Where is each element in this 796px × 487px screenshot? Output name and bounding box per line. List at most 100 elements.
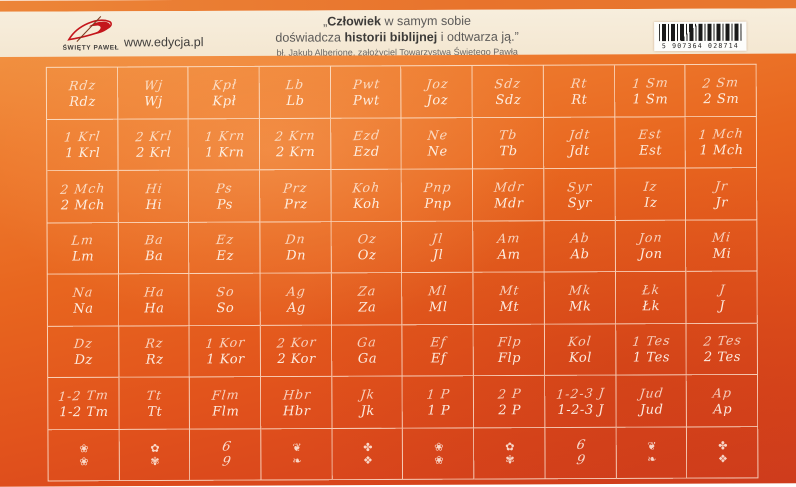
abbr-plain: Tb <box>499 144 518 160</box>
abbr-ornate: Rz <box>144 335 165 352</box>
rosette-bouquet-icon: ✾ <box>505 453 515 467</box>
abbr-plain: Łk <box>642 298 661 314</box>
abbr-ornate: Koh <box>352 179 382 196</box>
book-cell: Kol Kol <box>545 324 616 376</box>
quote-block: „Człowiek w samym sobie doświadcza histo… <box>206 12 588 59</box>
abbr-plain: 1 Krl <box>65 146 101 162</box>
book-cell: Mi Mi <box>686 220 757 272</box>
abbr-plain: Est <box>639 143 663 159</box>
abbr-plain: Rz <box>145 352 164 368</box>
book-cell: Joz Joz <box>402 66 473 118</box>
abbr-plain: Ps <box>216 197 233 213</box>
abbr-plain: Na <box>73 301 94 317</box>
abbr-ornate: 1 Sm <box>631 74 670 91</box>
ornament-cell: ✿ ✾ <box>119 429 190 481</box>
ornament-cell: ✤ ❖ <box>687 427 758 479</box>
abbr-ornate: Jr <box>714 177 730 194</box>
abbr-plain: Rdz <box>69 94 96 110</box>
barcode: 5 907364 028714 <box>654 21 747 52</box>
book-cell: Jl Jl <box>402 221 473 273</box>
publisher-logo: ŚWIĘTY PAWEŁ <box>54 14 128 52</box>
abbr-ornate: Hi <box>144 180 164 196</box>
book-cell: Ne Ne <box>402 118 473 170</box>
swirl-icon: 9 <box>220 454 232 470</box>
abbr-ornate: Jk <box>359 386 376 402</box>
book-cell: Jud Jud <box>616 375 687 427</box>
book-cell: Jk Jk <box>332 377 403 429</box>
abbr-ornate: Dn <box>285 231 307 248</box>
abbr-ornate: Na <box>72 283 95 300</box>
header-band: ŚWIĘTY PAWEŁ www.edycja.pl „Człowiek w s… <box>0 8 796 59</box>
flower-sprig-icon: ❀ <box>79 455 89 469</box>
quote-line2-pre: doświadcza <box>275 30 345 45</box>
abbr-plain: J <box>719 298 726 314</box>
book-cell: Mk Mk <box>545 272 616 324</box>
quote-bold-historii: historii biblijnej <box>344 29 438 45</box>
abbr-plain: Am <box>497 247 521 263</box>
book-cell: Flm Flm <box>190 377 261 429</box>
book-cell: Prz Prz <box>260 170 331 222</box>
book-cell: 1-2-3 J 1-2-3 J <box>545 376 616 428</box>
abbr-plain: Jk <box>360 403 375 419</box>
abbr-plain: Ne <box>427 144 448 160</box>
leaf-branch-icon: ❧ <box>647 452 657 467</box>
abbr-plain: Za <box>358 300 377 316</box>
book-cell: Na Na <box>48 274 119 326</box>
abbr-plain: Joz <box>426 92 449 109</box>
abbr-plain: Koh <box>353 196 381 212</box>
quote-line-1: „Człowiek w samym sobie <box>206 12 588 30</box>
bee-icon: ❖ <box>362 454 373 468</box>
abbr-ornate: Mdr <box>492 178 525 195</box>
abbr-ornate: Jdt <box>568 126 591 143</box>
abbr-ornate: Pwt <box>351 75 381 92</box>
abbr-ornate: Ps <box>215 179 234 196</box>
barcode-bars-icon <box>659 23 742 42</box>
abbr-ornate: Kpł <box>211 76 238 93</box>
book-cell: Ga Ga <box>332 325 403 377</box>
book-cell: Rz Rz <box>119 326 190 378</box>
book-cell: Oz Oz <box>331 221 402 273</box>
abbr-plain: Jud <box>639 402 664 418</box>
book-cell: Tt Tt <box>119 377 190 429</box>
abbr-ornate: 2 Krn <box>274 127 317 145</box>
abbr-ornate: 1 Krl <box>63 128 102 145</box>
book-cell: Lm Lm <box>48 223 119 275</box>
abbr-ornate: 1 Kor <box>204 334 247 352</box>
abbr-ornate: Joz <box>425 75 450 92</box>
abbr-ornate: Flm <box>211 386 241 403</box>
abbr-ornate: Lb <box>285 76 306 92</box>
book-cell: 1 Kor 1 Kor <box>190 325 261 377</box>
book-cell: Ha Ha <box>119 274 190 326</box>
ornament-cell: ❀ ❀ <box>403 428 474 480</box>
abbr-ornate: Kol <box>567 333 594 350</box>
abbr-ornate: Tt <box>146 387 164 403</box>
book-cell: Ef Ef <box>403 324 474 376</box>
abbr-ornate: Ha <box>143 283 166 300</box>
abbr-plain: Dz <box>74 353 93 369</box>
abbr-plain: 1-2-3 J <box>557 402 605 418</box>
book-cell: 2 Tes 2 Tes <box>687 323 758 375</box>
abbr-ornate: Rt <box>570 74 589 91</box>
abbr-ornate: Oz <box>356 230 378 247</box>
ornament-cell: ❦ ❧ <box>616 427 687 479</box>
abbr-ornate: 2 Tes <box>702 332 743 350</box>
abbr-ornate: So <box>215 283 236 300</box>
abbr-ornate: Lm <box>71 232 96 249</box>
abbr-plain: Ga <box>357 351 378 367</box>
abbr-ornate: 2 Mch <box>59 179 107 197</box>
book-cell: Flp Flp <box>474 324 545 376</box>
abbr-ornate: Dz <box>73 335 94 352</box>
leaf-branch-icon: ❦ <box>647 439 657 454</box>
book-cell: Rt Rt <box>544 65 615 117</box>
book-cell: Sdz Sdz <box>473 66 544 118</box>
book-cell: Pnp Pnp <box>402 169 473 221</box>
ornament-cell: ❦ ❧ <box>261 429 332 481</box>
barcode-digits: 5 907364 028714 <box>661 41 739 51</box>
flower-sprig-icon: ❀ <box>79 442 89 456</box>
abbr-ornate: Prz <box>282 179 309 196</box>
abbr-ornate: Jl <box>431 230 445 247</box>
website-url: www.edycja.pl <box>124 35 204 50</box>
abbr-ornate: Ml <box>427 282 449 299</box>
